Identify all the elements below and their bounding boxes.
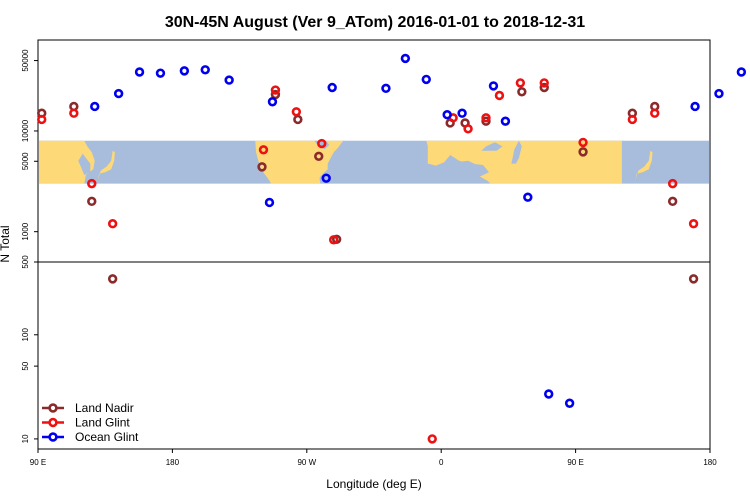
land-nadir-point-4 xyxy=(257,162,267,172)
plot-frame xyxy=(37,39,711,450)
ocean-glint-point-14 xyxy=(442,110,452,120)
land-glint-point-5 xyxy=(270,85,281,95)
upper-y-tick-label-500: 500 xyxy=(21,255,30,269)
land-glint-point-11 xyxy=(463,124,473,134)
land-glint-point-8 xyxy=(328,235,339,245)
landmass-asia-west xyxy=(39,140,95,184)
lower-y-axis: 10 50 100 xyxy=(21,328,38,443)
land-glint-point-4 xyxy=(258,145,269,155)
ocean-glint-point-22 xyxy=(714,88,724,99)
ocean-glint-point-13 xyxy=(421,74,431,85)
land-nadir-point-5 xyxy=(270,89,281,100)
x-tick-label-1: 180 xyxy=(166,458,180,467)
land-nadir-point-7 xyxy=(314,151,324,162)
caspian-sea xyxy=(511,140,522,164)
land-nadir-point-12 xyxy=(517,87,527,97)
x-axis: 90 E 180 90 W 0 90 E 180 xyxy=(30,449,717,467)
ocean-glint-point-6 xyxy=(224,75,234,85)
ocean-glint-point-1 xyxy=(113,88,124,99)
land-nadir-point-13 xyxy=(539,82,549,93)
lower-y-tick-label-100: 100 xyxy=(21,328,30,342)
legend-marker-land-glint xyxy=(48,417,58,428)
x-tick-label-3: 0 xyxy=(439,458,444,467)
land-nadir-point-2 xyxy=(87,196,97,207)
land-nadir-point-6 xyxy=(293,114,303,125)
land-glint-point-6 xyxy=(291,107,302,117)
legend-marker-land-nadir xyxy=(48,403,58,413)
land-glint-point-17 xyxy=(627,114,638,125)
land-glint-point-1 xyxy=(69,108,79,118)
ocean-glint-point-19 xyxy=(544,389,554,399)
ocean-glint-point-10 xyxy=(327,82,337,93)
data-points xyxy=(37,53,747,444)
land-glint-point-2 xyxy=(87,178,97,189)
ocean-glint-point-16 xyxy=(488,81,499,91)
ocean-glint-point-23 xyxy=(736,67,747,77)
upper-y-axis: 500 1000 5000 10000 50000 xyxy=(21,49,38,269)
ocean-glint-point-15 xyxy=(457,108,467,118)
landmass-north-america xyxy=(255,140,344,184)
legend-label-land-nadir: Land Nadir xyxy=(75,401,134,415)
landmass-europe-asia xyxy=(426,140,622,184)
land-glint-point-7 xyxy=(317,138,327,149)
ocean-glint-point-18 xyxy=(523,192,533,202)
world-map-strip xyxy=(39,140,709,184)
x-axis-label: Longitude (deg E) xyxy=(326,477,421,491)
land-nadir-point-18 xyxy=(688,274,699,284)
y-axis-label: N Total xyxy=(0,225,12,262)
land-glint-point-15 xyxy=(539,78,549,88)
land-glint-point-0 xyxy=(37,114,47,125)
ocean-glint-point-7 xyxy=(267,97,278,107)
legend-label-ocean-glint: Ocean Glint xyxy=(75,430,139,444)
x-tick-label-5: 180 xyxy=(703,458,717,467)
lower-y-tick-label-50: 50 xyxy=(21,361,30,370)
land-nadir-point-11 xyxy=(481,116,491,126)
black-sea xyxy=(481,142,503,151)
ocean-glint-point-17 xyxy=(500,116,511,126)
land-nadir-point-3 xyxy=(107,274,118,284)
ocean-glint-point-8 xyxy=(264,197,275,208)
upper-y-tick-label-1000: 1000 xyxy=(21,222,30,240)
land-nadir-point-17 xyxy=(667,196,678,207)
land-masses xyxy=(39,140,653,184)
ocean-glint-point-2 xyxy=(134,67,145,77)
land-glint-point-9 xyxy=(427,434,437,444)
x-tick-label-2: 90 W xyxy=(297,458,316,467)
ocean-glint-point-11 xyxy=(381,83,391,94)
lower-y-tick-label-10: 10 xyxy=(21,434,30,443)
ocean-glint-point-21 xyxy=(690,101,700,112)
upper-y-tick-label-10000: 10000 xyxy=(21,119,30,142)
land-glint-point-18 xyxy=(650,108,660,118)
land-glint-point-13 xyxy=(494,90,505,101)
landmass-japan-west xyxy=(97,150,115,181)
land-glint-point-12 xyxy=(481,113,491,123)
yellow-sea xyxy=(78,153,91,175)
land-glint-point-19 xyxy=(667,178,678,189)
mediterranean-sea xyxy=(433,155,489,180)
land-glint-point-14 xyxy=(515,78,526,88)
ocean-glint-point-4 xyxy=(179,66,190,76)
upper-y-tick-label-5000: 5000 xyxy=(21,152,30,170)
ocean-glint-point-3 xyxy=(155,68,166,78)
upper-y-tick-label-50000: 50000 xyxy=(21,49,30,72)
ocean-glint-point-5 xyxy=(200,65,210,75)
land-glint-point-20 xyxy=(688,219,699,229)
land-glint-point-16 xyxy=(578,137,588,148)
ocean-glint-point-9 xyxy=(321,173,331,183)
ocean-glint-point-20 xyxy=(564,398,575,408)
chart-title: 30N-45N August (Ver 9_ATom) 2016-01-01 t… xyxy=(165,14,585,31)
x-tick-label-0: 90 E xyxy=(30,458,46,467)
ocean-glint-point-0 xyxy=(90,101,100,112)
x-tick-label-4: 90 E xyxy=(567,458,583,467)
landmass-japan-east xyxy=(635,150,653,181)
ocean-glint-point-12 xyxy=(400,53,411,64)
land-glint-point-3 xyxy=(107,219,118,229)
land-nadir-point-14 xyxy=(578,147,588,157)
legend-label-land-glint: Land Glint xyxy=(75,416,130,430)
legend-marker-ocean-glint xyxy=(48,432,58,442)
